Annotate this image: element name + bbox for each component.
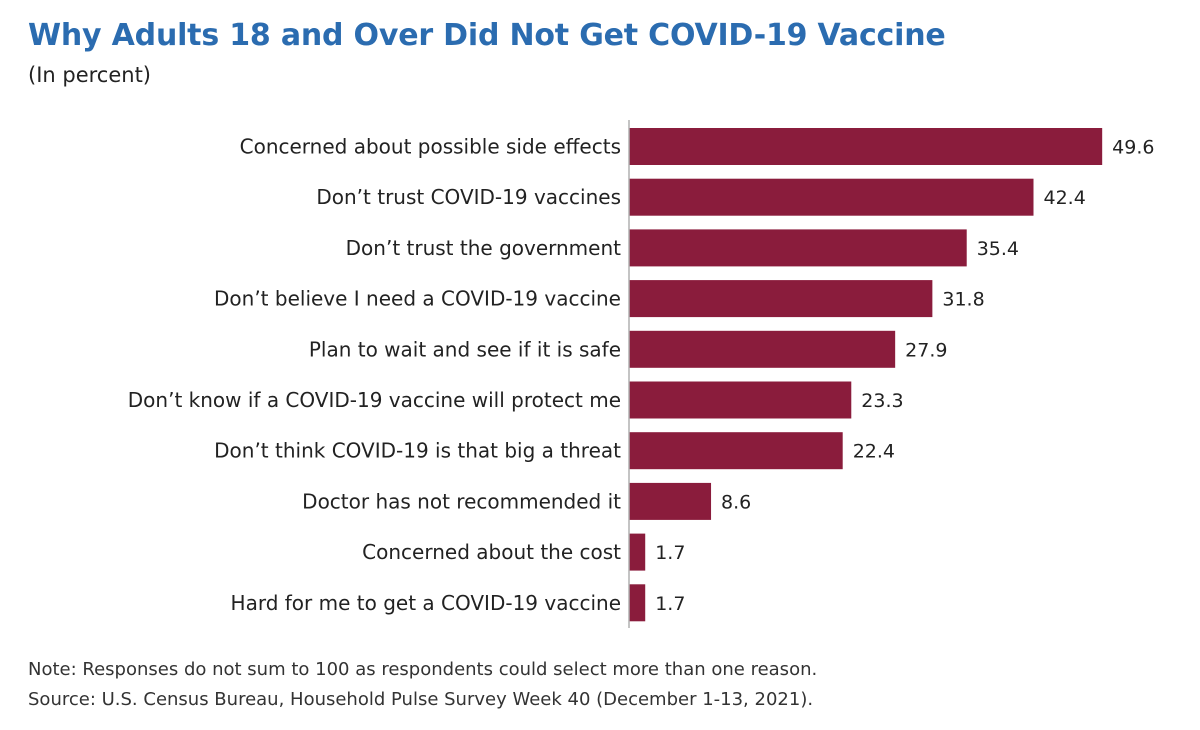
category-label: Doctor has not recommended it: [302, 489, 621, 513]
value-label: 35.4: [977, 238, 1019, 260]
value-label: 1.7: [655, 593, 685, 615]
value-label: 23.3: [861, 390, 903, 412]
bar: [629, 330, 896, 368]
bar: [629, 128, 1103, 165]
value-label: 31.8: [942, 289, 984, 311]
chart-note: Note: Responses do not sum to 100 as res…: [28, 659, 818, 680]
chart-source: Source: U.S. Census Bureau, Household Pu…: [28, 689, 814, 710]
value-labels-layer: 49.6 42.4 35.4 31.8 27.9 23.3 22.4 8.6 1.7 1.7: [655, 137, 1154, 615]
value-label: 27.9: [905, 339, 947, 361]
category-label: Concerned about possible side effects: [240, 135, 621, 159]
category-labels-layer: Concerned about possible side effects Don…: [128, 135, 621, 615]
category-label: Don’t trust the government: [346, 236, 621, 260]
bar: [629, 280, 933, 318]
value-label: 42.4: [1043, 187, 1085, 209]
bar: [629, 432, 843, 470]
category-label: Don’t think COVID-19 is that big a threa…: [214, 439, 621, 463]
category-label: Concerned about the cost: [362, 540, 621, 564]
category-label: Don’t trust COVID-19 vaccines: [316, 185, 621, 209]
bar: [629, 381, 852, 419]
chart-subtitle: (In percent): [28, 63, 151, 87]
category-label: Hard for me to get a COVID-19 vaccine: [231, 591, 621, 615]
bar: [629, 533, 646, 571]
bar: [629, 584, 646, 622]
value-label: 8.6: [721, 491, 751, 513]
bar: [629, 229, 967, 267]
bar: [629, 178, 1034, 216]
value-label: 22.4: [853, 441, 895, 463]
category-label: Don’t know if a COVID-19 vaccine will pr…: [128, 388, 621, 412]
bars-layer: [629, 128, 1103, 622]
category-label: Plan to wait and see if it is safe: [309, 337, 621, 361]
bar: [629, 482, 712, 520]
value-label: 49.6: [1112, 137, 1154, 159]
category-label: Don’t believe I need a COVID-19 vaccine: [214, 287, 621, 311]
value-label: 1.7: [655, 542, 685, 564]
chart-title: Why Adults 18 and Over Did Not Get COVID…: [28, 18, 946, 53]
